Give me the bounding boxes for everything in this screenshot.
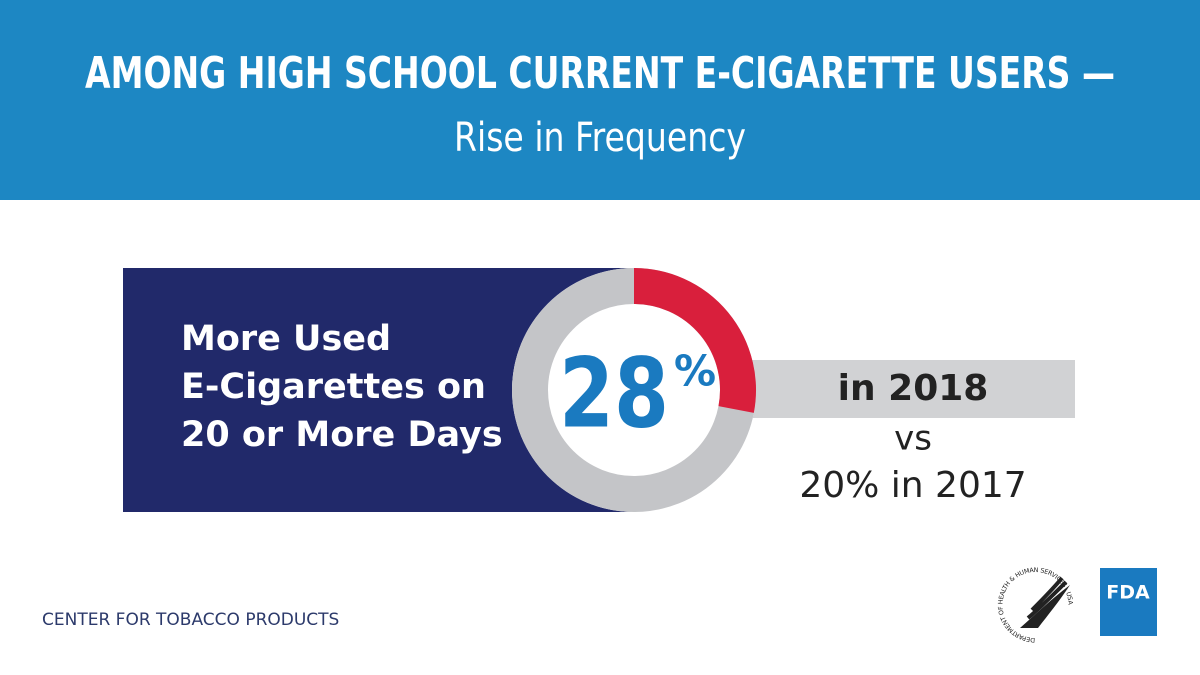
stat-unit: % (674, 347, 716, 396)
comparison-text: in 2018 (838, 368, 989, 409)
subtitle: Rise in Frequency (454, 115, 746, 161)
comparison-text: 20% in 2017 (799, 465, 1026, 506)
comparison-text: vs (894, 419, 932, 459)
stat-line: E-Cigarettes on (181, 367, 486, 407)
donut (512, 268, 756, 512)
title: AMONG HIGH SCHOOL CURRENT E-CIGARETTE US… (85, 48, 1115, 99)
footer-label: CENTER FOR TOBACCO PRODUCTS (42, 610, 339, 630)
seal-eagle (1020, 585, 1070, 628)
fda-logo (1100, 568, 1157, 636)
stat-value: 28 (559, 337, 669, 449)
fda-logo-text: FDA (1106, 582, 1150, 604)
comparison-bar (740, 360, 1075, 418)
header-band (0, 0, 1200, 200)
seal-wing (1026, 576, 1068, 620)
stat-line: 20 or More Days (181, 415, 503, 455)
donut-arc (633, 268, 756, 413)
hhs-seal: DEPARTMENT OF HEALTH & HUMAN SERVICES · … (997, 567, 1073, 643)
stat-line: More Used (181, 319, 391, 359)
